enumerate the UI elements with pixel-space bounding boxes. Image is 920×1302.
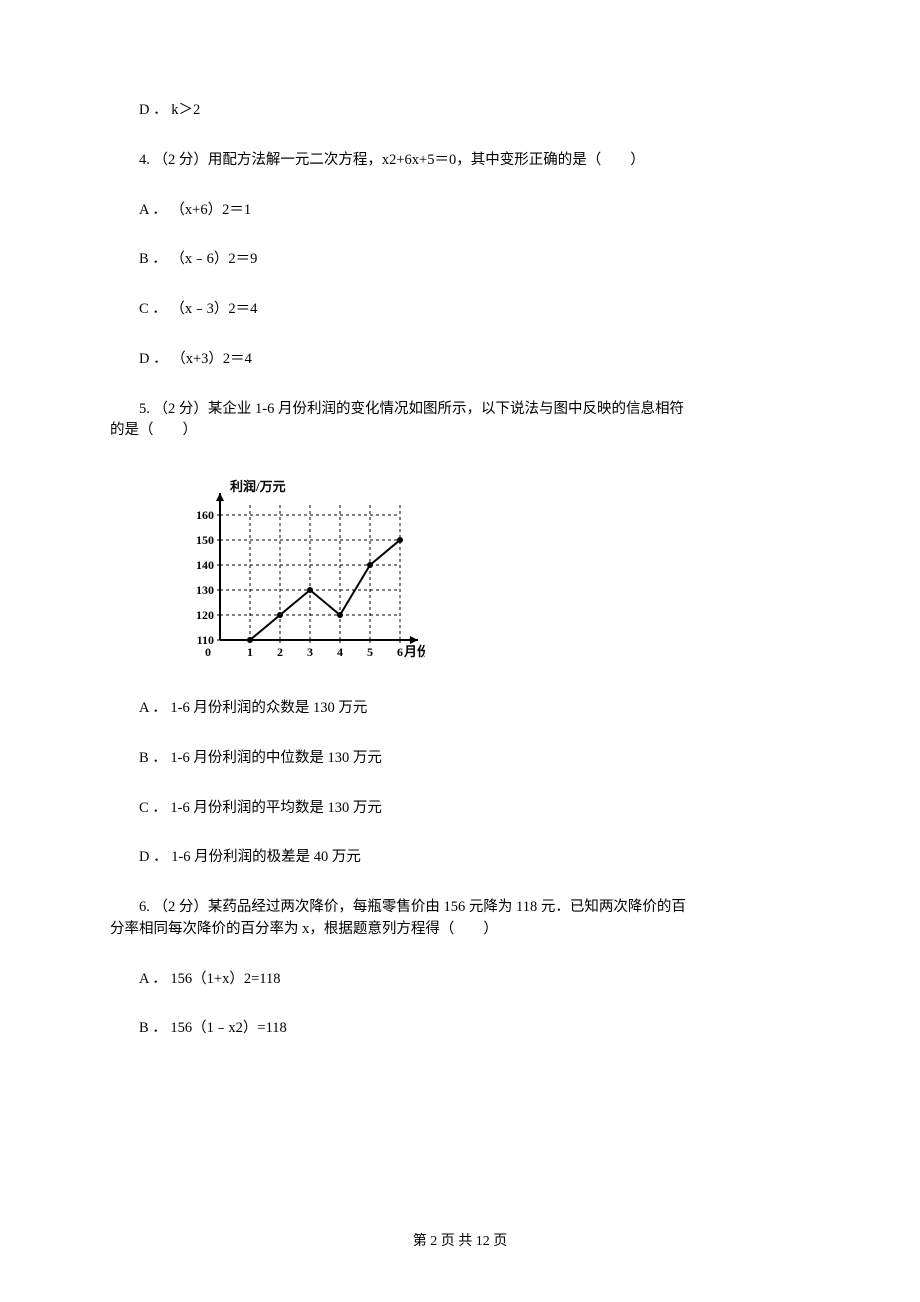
svg-text:月份: 月份: [403, 644, 425, 659]
q6-option-a: A ． 156（1+x）2=118: [110, 969, 810, 991]
svg-text:130: 130: [196, 583, 214, 597]
line-chart-icon: 1101201301401501601234560利润/万元月份: [170, 470, 425, 670]
svg-text:150: 150: [196, 533, 214, 547]
q3-option-d: D ． k＞2: [110, 100, 810, 122]
q6-stem-line2: 分率相同每次降价的百分率为 x，根据题意列方程得（ ）: [110, 921, 498, 937]
q5-chart: 1101201301401501601234560利润/万元月份: [170, 470, 810, 670]
svg-text:6: 6: [397, 645, 403, 659]
svg-text:160: 160: [196, 508, 214, 522]
svg-text:2: 2: [277, 645, 283, 659]
svg-text:1: 1: [247, 645, 253, 659]
q4-option-a: A ． （x+6）2＝1: [110, 200, 810, 222]
q5-option-c: C ． 1-6 月份利润的平均数是 130 万元: [110, 798, 810, 820]
svg-text:0: 0: [205, 645, 211, 659]
q6-option-b: B ． 156（1﹣x2）=118: [110, 1018, 810, 1040]
q6-stem-line1: 6. （2 分）某药品经过两次降价，每瓶零售价由 156 元降为 118 元．已…: [110, 897, 810, 919]
svg-text:利润/万元: 利润/万元: [230, 479, 286, 494]
q5-stem-line1: 5. （2 分）某企业 1-6 月份利润的变化情况如图所示，以下说法与图中反映的…: [110, 399, 810, 421]
q4-option-b: B ． （x﹣6）2＝9: [110, 249, 810, 271]
q4-option-d: D ． （x+3）2＝4: [110, 349, 810, 371]
q5-option-a: A ． 1-6 月份利润的众数是 130 万元: [110, 698, 810, 720]
q5-stem: 5. （2 分）某企业 1-6 月份利润的变化情况如图所示，以下说法与图中反映的…: [110, 399, 810, 443]
svg-text:140: 140: [196, 558, 214, 572]
q4-stem: 4. （2 分）用配方法解一元二次方程，x2+6x+5＝0，其中变形正确的是（ …: [110, 150, 810, 172]
q6-stem: 6. （2 分）某药品经过两次降价，每瓶零售价由 156 元降为 118 元．已…: [110, 897, 810, 941]
svg-text:120: 120: [196, 608, 214, 622]
page-footer: 第 2 页 共 12 页: [0, 1231, 920, 1252]
svg-text:4: 4: [337, 645, 343, 659]
q5-option-b: B ． 1-6 月份利润的中位数是 130 万元: [110, 748, 810, 770]
q5-option-d: D ． 1-6 月份利润的极差是 40 万元: [110, 847, 810, 869]
svg-text:3: 3: [307, 645, 313, 659]
svg-text:5: 5: [367, 645, 373, 659]
q4-option-c: C ． （x﹣3）2＝4: [110, 299, 810, 321]
q5-stem-line2: 的是（ ）: [110, 422, 197, 438]
